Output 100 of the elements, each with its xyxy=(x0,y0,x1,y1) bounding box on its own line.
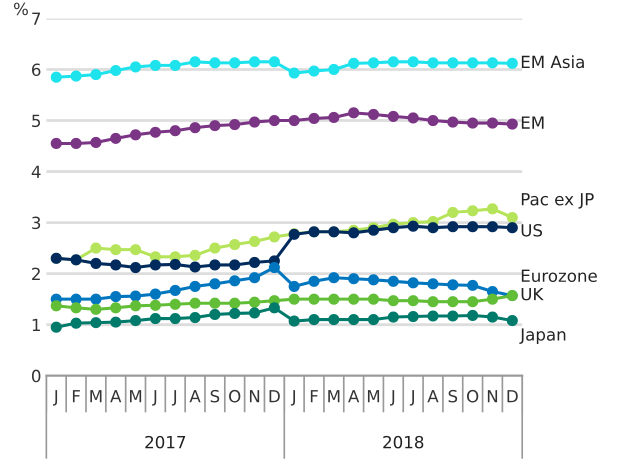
point xyxy=(170,312,181,324)
y-tick-label: 7 xyxy=(32,12,40,25)
point xyxy=(229,308,240,320)
point xyxy=(209,120,220,132)
point xyxy=(209,298,220,309)
point xyxy=(110,132,122,144)
series-label: EM Asia xyxy=(522,55,584,68)
point xyxy=(288,114,300,126)
point xyxy=(408,220,419,232)
point xyxy=(348,227,360,238)
point xyxy=(90,304,102,315)
x-tick-label: D xyxy=(270,390,280,402)
point xyxy=(467,57,478,68)
point xyxy=(229,238,240,250)
series-label: EM xyxy=(522,116,544,129)
point xyxy=(130,290,142,302)
y-tick-label: 5 xyxy=(32,114,40,128)
x-tick-label: J xyxy=(152,390,156,406)
point xyxy=(229,57,240,68)
point xyxy=(486,294,498,305)
point xyxy=(190,280,201,292)
point xyxy=(486,203,498,214)
x-tick-label: M xyxy=(368,390,380,402)
point xyxy=(288,294,300,305)
point xyxy=(328,294,340,305)
x-tick-label: M xyxy=(130,390,142,402)
point xyxy=(388,276,399,287)
point xyxy=(308,65,320,77)
point xyxy=(170,60,181,71)
point xyxy=(467,280,478,291)
point xyxy=(427,278,439,290)
y-tick-label: 0 xyxy=(32,370,40,382)
point xyxy=(408,295,419,306)
point xyxy=(110,291,122,302)
x-tick-label: A xyxy=(427,390,439,402)
point xyxy=(328,64,340,76)
x-tick-label: D xyxy=(508,390,518,402)
point xyxy=(368,224,380,236)
point xyxy=(506,58,518,69)
point xyxy=(486,57,498,68)
point xyxy=(308,314,320,326)
point xyxy=(209,259,220,271)
point xyxy=(408,277,419,288)
point xyxy=(467,310,478,322)
series-label: Pac ex JP xyxy=(522,193,594,209)
x-tick-label: M xyxy=(328,390,340,402)
y-tick-label: 4 xyxy=(32,166,41,178)
point xyxy=(427,114,439,126)
x-tick-label: J xyxy=(290,390,296,406)
point xyxy=(486,118,498,129)
point xyxy=(150,300,161,311)
x-tick-label: F xyxy=(310,390,318,402)
point xyxy=(308,112,320,124)
point xyxy=(427,296,439,308)
x-tick-label: J xyxy=(52,390,58,406)
point xyxy=(248,272,260,284)
point xyxy=(427,222,439,234)
point xyxy=(268,56,280,68)
point xyxy=(447,57,458,68)
x-tick-label: M xyxy=(90,390,102,402)
point xyxy=(70,70,82,82)
point xyxy=(268,262,280,274)
point xyxy=(90,69,102,80)
text: 2017 xyxy=(145,436,186,448)
point xyxy=(90,294,102,305)
point xyxy=(90,136,102,148)
point xyxy=(110,316,122,328)
series-label: US xyxy=(522,224,542,237)
point xyxy=(70,138,82,150)
point xyxy=(70,302,82,314)
point xyxy=(190,56,201,68)
x-tick-label: N xyxy=(250,390,260,402)
x-tick-label: A xyxy=(348,390,360,402)
y-axis-title: % xyxy=(14,2,28,16)
y-tick-label: 6 xyxy=(32,63,40,76)
point xyxy=(268,302,280,314)
point xyxy=(368,57,380,68)
point xyxy=(328,112,340,124)
point xyxy=(288,67,300,79)
point xyxy=(150,259,161,271)
point xyxy=(506,118,518,130)
point xyxy=(170,258,181,270)
point xyxy=(150,60,161,71)
x-tick-label: S xyxy=(210,390,220,403)
x-tick-label: O xyxy=(229,390,240,403)
point xyxy=(130,244,142,256)
point xyxy=(209,308,220,320)
series-label: UK xyxy=(522,288,544,300)
point xyxy=(348,294,360,305)
point xyxy=(248,296,260,308)
point xyxy=(229,259,240,271)
point xyxy=(368,108,380,120)
point xyxy=(130,300,142,312)
point xyxy=(447,310,458,322)
point xyxy=(467,221,478,232)
point xyxy=(150,312,161,324)
point xyxy=(486,221,498,232)
point xyxy=(368,314,380,326)
point xyxy=(388,311,399,323)
point xyxy=(427,310,439,322)
